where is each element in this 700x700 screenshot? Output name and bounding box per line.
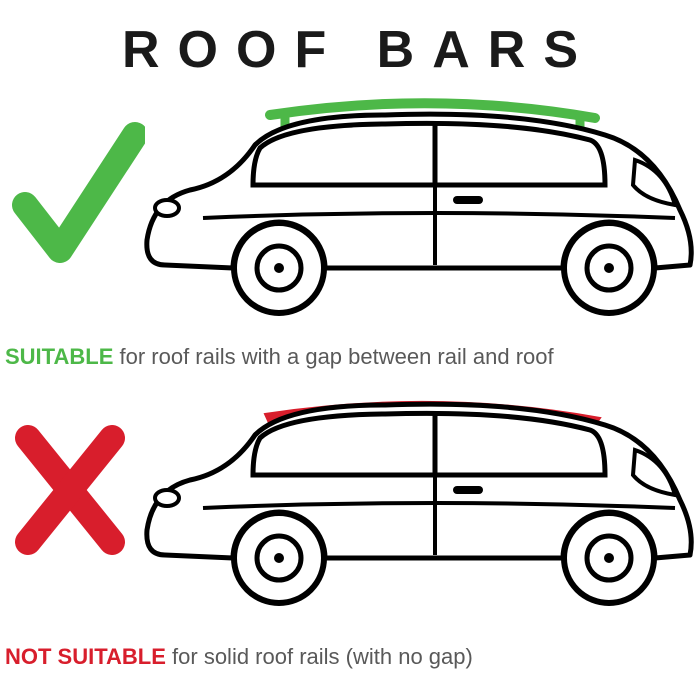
car-unsuitable xyxy=(135,380,700,635)
caption-rest-suitable: for roof rails with a gap between rail a… xyxy=(113,344,553,369)
caption-suitable: SUITABLE for roof rails with a gap betwe… xyxy=(5,344,554,370)
car-suitable xyxy=(135,90,700,345)
infographic-root: ROOF BARS xyxy=(0,0,700,700)
caption-lead-unsuitable: NOT SUITABLE xyxy=(5,644,166,669)
check-icon xyxy=(10,120,145,275)
caption-unsuitable: NOT SUITABLE for solid roof rails (with … xyxy=(5,644,473,670)
caption-lead-suitable: SUITABLE xyxy=(5,344,113,369)
caption-rest-unsuitable: for solid roof rails (with no gap) xyxy=(166,644,473,669)
cross-icon xyxy=(10,420,130,565)
panel-unsuitable: NOT SUITABLE for solid roof rails (with … xyxy=(0,380,700,670)
panel-suitable: SUITABLE for roof rails with a gap betwe… xyxy=(0,90,700,370)
page-title: ROOF BARS xyxy=(0,0,700,80)
